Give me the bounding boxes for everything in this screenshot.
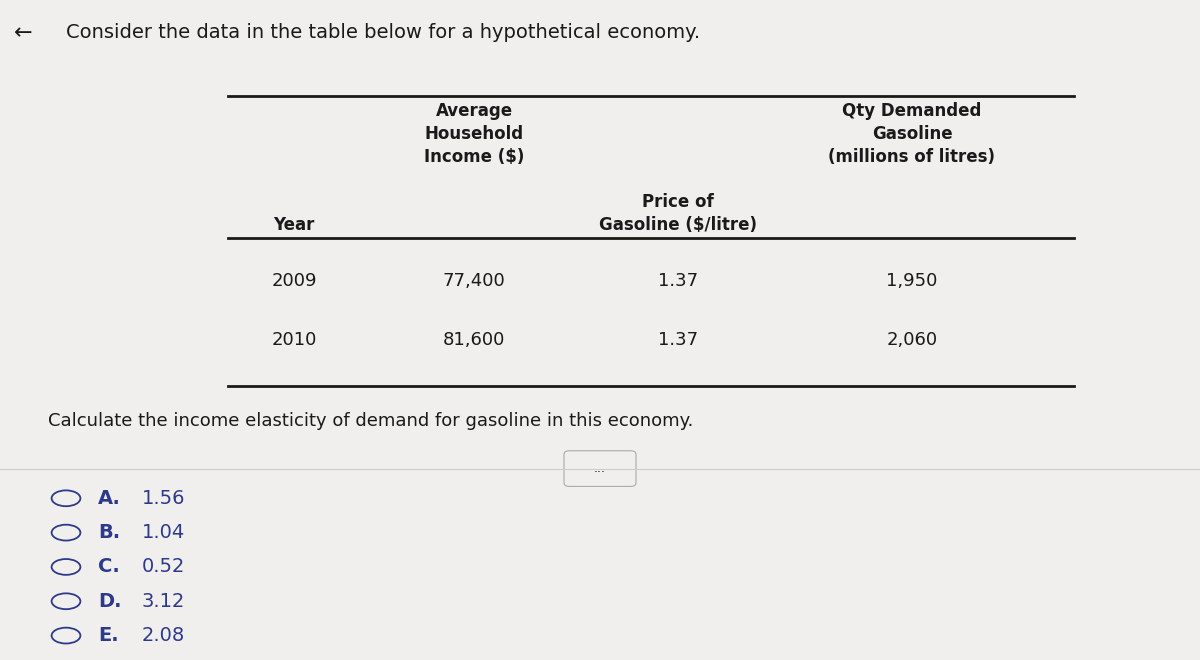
Text: ...: ...: [594, 462, 606, 475]
Text: 0.52: 0.52: [142, 558, 185, 576]
Text: 2010: 2010: [271, 331, 317, 349]
Text: C.: C.: [98, 558, 120, 576]
Text: 1.37: 1.37: [658, 271, 698, 290]
Text: ←: ←: [14, 23, 34, 43]
Text: Consider the data in the table below for a hypothetical economy.: Consider the data in the table below for…: [66, 23, 700, 42]
Text: 77,400: 77,400: [443, 271, 505, 290]
Text: B.: B.: [98, 523, 120, 542]
Text: 81,600: 81,600: [443, 331, 505, 349]
Text: 1.56: 1.56: [142, 489, 185, 508]
Text: Average
Household
Income ($): Average Household Income ($): [424, 102, 524, 166]
Text: 1,950: 1,950: [887, 271, 937, 290]
Text: 2.08: 2.08: [142, 626, 185, 645]
FancyBboxPatch shape: [564, 451, 636, 486]
Text: Price of
Gasoline ($/litre): Price of Gasoline ($/litre): [599, 193, 757, 234]
Text: 2,060: 2,060: [887, 331, 937, 349]
Text: Year: Year: [274, 216, 314, 234]
Text: Calculate the income elasticity of demand for gasoline in this economy.: Calculate the income elasticity of deman…: [48, 412, 694, 430]
Text: E.: E.: [98, 626, 119, 645]
Text: D.: D.: [98, 592, 122, 610]
Text: 1.04: 1.04: [142, 523, 185, 542]
Text: 3.12: 3.12: [142, 592, 185, 610]
Text: A.: A.: [98, 489, 121, 508]
Text: Qty Demanded
Gasoline
(millions of litres): Qty Demanded Gasoline (millions of litre…: [828, 102, 996, 166]
Text: 1.37: 1.37: [658, 331, 698, 349]
Text: 2009: 2009: [271, 271, 317, 290]
